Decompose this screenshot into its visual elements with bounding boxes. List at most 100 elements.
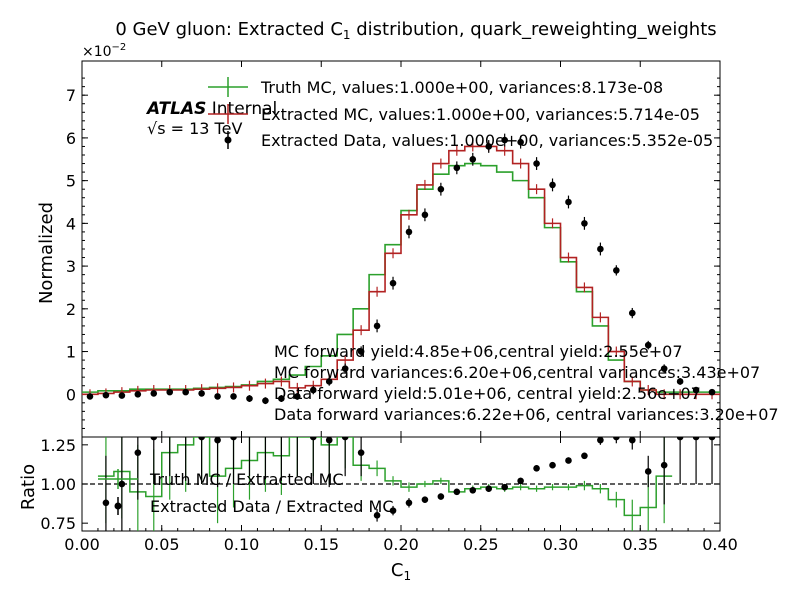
- y-multiplier-exp: −2: [112, 42, 127, 53]
- ratio-data-point: [708, 437, 716, 441]
- data-point: [294, 393, 301, 400]
- ratio-data-point: [644, 468, 652, 475]
- ratio-data-point: [613, 437, 620, 441]
- main-y-tick-label: 3: [66, 257, 76, 276]
- ratio-data-point: [628, 437, 636, 444]
- data-point: [86, 393, 94, 400]
- ratio-x-tick-label: 0.00: [64, 535, 100, 554]
- main-y-tick-label: 4: [66, 214, 76, 233]
- data-point: [485, 143, 493, 150]
- data-point: [549, 181, 556, 189]
- ratio-data-point: [501, 483, 508, 491]
- main-series-group: [82, 133, 720, 405]
- data-point: [644, 341, 652, 349]
- ratio-data-point: [262, 429, 269, 436]
- data-point: [469, 155, 477, 163]
- data-point: [341, 365, 349, 372]
- ratio-series-group: [97, 426, 716, 531]
- ratio-x-tick-label: 0.40: [702, 535, 738, 554]
- legend-truth-mc: Truth MC, values:1.000e+00, variances:8.…: [260, 78, 663, 97]
- atlas-label: ATLAS Internal: [145, 99, 277, 119]
- data-point: [357, 348, 365, 355]
- ratio-truth-step: [97, 437, 673, 517]
- data-point: [597, 245, 604, 253]
- ratio-x-tick-label: 0.15: [303, 535, 339, 554]
- ratio-data-point: [280, 437, 283, 438]
- data-point: [581, 220, 588, 227]
- ratio-legend: Truth MC / Extracted MC Extracted Data /…: [98, 469, 394, 516]
- energy-label: √s = 13 TeV: [147, 119, 242, 138]
- ratio-data-point: [597, 437, 604, 444]
- ratio-data-point: [294, 426, 301, 433]
- main-legend: Truth MC, values:1.000e+00, variances:8.…: [208, 77, 713, 150]
- ratio-data-point: [373, 512, 381, 519]
- data-point: [676, 378, 684, 385]
- ratio-data-point: [214, 437, 221, 444]
- annotation-data-variances: Data forward variances:6.22e+06, central…: [274, 405, 779, 424]
- ratio-data-point: [341, 437, 349, 441]
- ratio-y-tick-label: 1.00: [40, 475, 76, 494]
- ratio-data-point: [150, 437, 158, 441]
- data-point: [421, 211, 429, 219]
- main-y-tick-label: 0: [66, 385, 76, 404]
- data-point: [708, 388, 716, 396]
- ratio-data-point: [389, 507, 397, 514]
- ratio-data-point: [246, 426, 253, 433]
- ratio-y-axis-label: Ratio: [18, 464, 39, 510]
- ratio-x-tick-label: 0.05: [144, 535, 180, 554]
- data-point: [182, 388, 189, 396]
- ratio-x-tick-label: 0.30: [543, 535, 579, 554]
- ratio-x-tick-label: 0.10: [224, 535, 260, 554]
- data-point: [613, 267, 620, 274]
- ratio-ticks: 0.00 0.05 0.10 0.15 0.20 0.25 0.30 0.35 0.40 0.75…: [40, 436, 737, 554]
- ratio-data-point: [102, 499, 110, 507]
- ratio-data-point: [676, 437, 684, 441]
- chart-title-pre: 0 GeV gluon: Extracted C: [115, 19, 343, 40]
- data-point: [389, 279, 397, 287]
- data-point: [278, 395, 285, 402]
- ratio-data-point: [581, 452, 588, 460]
- main-y-tick-label: 7: [66, 86, 76, 105]
- main-y-tick-label: 5: [66, 172, 76, 191]
- ratio-data-point: [134, 449, 142, 456]
- legend-extracted-data-marker: [224, 136, 232, 144]
- ratio-data-point: [357, 449, 365, 456]
- ratio-x-tick-label: 0.20: [383, 535, 419, 554]
- data-point: [501, 136, 508, 144]
- ratio-x-tick-label: 0.25: [463, 535, 499, 554]
- data-point: [262, 397, 269, 404]
- ratio-data-point: [437, 493, 445, 500]
- ratio-data-point: [533, 465, 540, 472]
- ratio-data-point: [453, 488, 461, 496]
- annotation-data-yield: Data forward yield:5.01e+06, central yie…: [274, 384, 701, 403]
- data-point: [150, 390, 158, 397]
- ratio-data-point: [198, 437, 205, 441]
- ratio-data-point: [517, 477, 524, 485]
- data-point: [373, 322, 381, 330]
- ratio-legend-data: Extracted Data / Extracted MC: [150, 497, 394, 516]
- ratio-data-point: [469, 486, 477, 494]
- data-point: [118, 392, 126, 399]
- ratio-data-point: [166, 426, 173, 433]
- series-truth-mc-step: [82, 162, 720, 393]
- chart-title-post: distribution, quark_reweighting_weights: [351, 19, 717, 40]
- legend-extracted-data: Extracted Data, values:1.000e+00, varian…: [261, 131, 713, 150]
- main-y-tick-label: 2: [66, 300, 76, 319]
- data-point: [533, 160, 540, 167]
- data-point: [325, 378, 333, 385]
- data-point: [134, 390, 142, 398]
- y-multiplier-base: ×10: [82, 44, 112, 60]
- ratio-data-point: [118, 480, 126, 488]
- atlas-label-bold: ATLAS: [145, 99, 206, 119]
- main-y-axis-label: Normalized: [36, 202, 57, 304]
- data-point: [230, 393, 237, 400]
- ratio-data-point: [692, 437, 700, 441]
- main-y-tick-label: 1: [66, 343, 76, 362]
- ratio-data-point: [309, 437, 317, 441]
- data-point: [453, 164, 461, 172]
- ratio-legend-data-marker: [114, 502, 122, 510]
- x-axis-label: C1: [391, 560, 411, 583]
- annotation-mc-variances: MC forward variances:6.20e+06,central va…: [274, 363, 760, 382]
- ratio-data-point: [325, 437, 333, 444]
